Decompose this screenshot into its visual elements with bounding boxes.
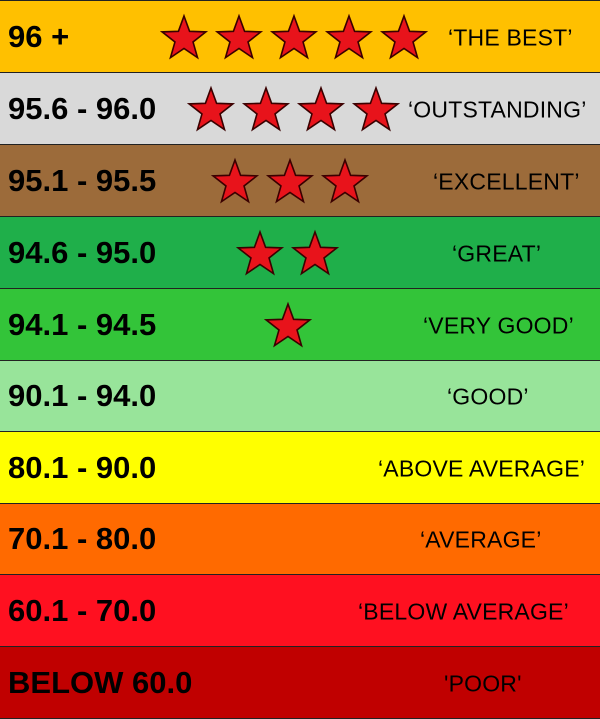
rating-stars — [264, 301, 312, 347]
rating-label: ‘EXCELLENT’ — [433, 168, 580, 195]
star-icon — [351, 85, 400, 131]
score-range: 95.6 - 96.0 — [8, 90, 157, 126]
score-range: 94.6 - 95.0 — [8, 234, 157, 270]
rating-stars — [236, 229, 339, 275]
rating-row-9: 60.1 - 70.0 ‘BELOW AVERAGE’ — [0, 575, 600, 647]
rating-label: ‘GOOD’ — [447, 383, 529, 410]
rating-label: ‘AVERAGE’ — [420, 526, 542, 553]
score-range: BELOW 60.0 — [8, 664, 193, 700]
star-icon — [214, 13, 264, 59]
rating-row-6: 90.1 - 94.0 ‘GOOD’ — [0, 361, 600, 432]
rating-row-4: 94.6 - 95.0 ‘GREAT’ — [0, 217, 600, 289]
rating-row-3: 95.1 - 95.5 ‘EXCELLENT’ — [0, 145, 600, 217]
star-icon — [160, 13, 209, 59]
rating-label: 'POOR' — [444, 670, 522, 697]
rating-row-10: BELOW 60.0 'POOR' — [0, 647, 600, 719]
rating-row-8: 70.1 - 80.0 ‘AVERAGE’ — [0, 504, 600, 575]
rating-stars — [160, 13, 428, 59]
star-icon — [269, 13, 319, 59]
star-icon — [265, 157, 315, 203]
star-icon — [290, 229, 339, 275]
score-range: 90.1 - 94.0 — [8, 378, 157, 413]
score-range: 60.1 - 70.0 — [8, 592, 157, 628]
star-icon — [296, 85, 346, 131]
rating-label: ‘BELOW AVERAGE’ — [358, 598, 569, 625]
rating-stars — [187, 85, 400, 131]
rating-stars — [211, 157, 369, 203]
star-icon — [241, 85, 291, 131]
rating-label: ‘THE BEST’ — [448, 24, 573, 51]
rating-row-1: 96 + ‘THE BEST’ — [0, 1, 600, 73]
rating-row-2: 95.6 - 96.0 ‘OUTSTANDING’ — [0, 73, 600, 145]
score-range: 70.1 - 80.0 — [8, 521, 157, 556]
star-icon — [187, 85, 236, 131]
star-icon — [320, 157, 369, 203]
star-icon — [211, 157, 260, 203]
rating-row-5: 94.1 - 94.5 ‘VERY GOOD’ — [0, 289, 600, 361]
score-range: 80.1 - 90.0 — [8, 449, 157, 485]
rating-label: ‘GREAT’ — [452, 240, 542, 267]
star-icon — [236, 229, 285, 275]
rating-label: ‘ABOVE AVERAGE’ — [378, 455, 586, 482]
rating-label: ‘OUTSTANDING’ — [408, 96, 587, 123]
star-icon — [264, 301, 312, 347]
star-icon — [324, 13, 374, 59]
star-icon — [379, 13, 428, 59]
rating-row-7: 80.1 - 90.0 ‘ABOVE AVERAGE’ — [0, 432, 600, 504]
score-range: 94.1 - 94.5 — [8, 306, 157, 342]
score-range: 95.1 - 95.5 — [8, 162, 157, 198]
score-range: 96 + — [8, 18, 70, 54]
rating-label: ‘VERY GOOD’ — [423, 312, 574, 339]
